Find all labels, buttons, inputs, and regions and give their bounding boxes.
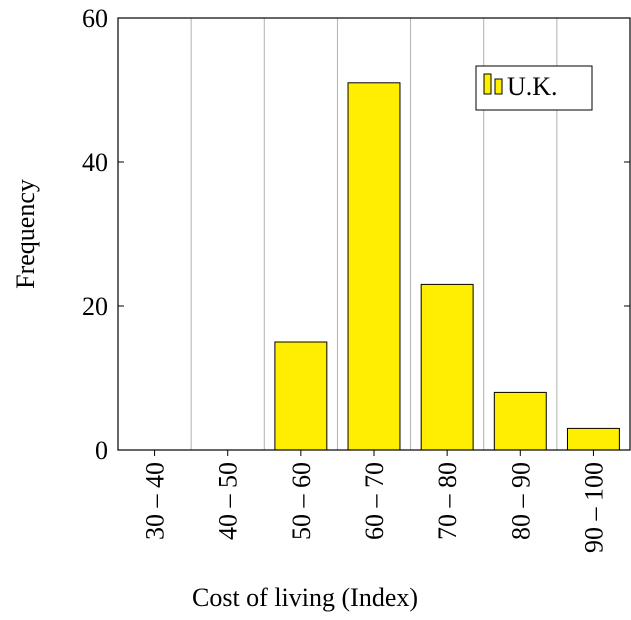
legend-label: U.K. (507, 72, 558, 101)
y-tick-label: 20 (82, 292, 108, 321)
x-tick-label: 80 – 90 (506, 462, 535, 540)
x-tick-label: 90 – 100 (579, 462, 608, 553)
x-tick-label: 30 – 40 (141, 462, 170, 540)
x-tick-label: 40 – 50 (214, 462, 243, 540)
y-tick-label: 60 (82, 4, 108, 33)
bar (274, 341, 328, 451)
x-axis-label: Cost of living (Index) (192, 583, 418, 612)
bar (420, 283, 474, 451)
legend-swatch (483, 73, 492, 95)
x-tick-label: 50 – 60 (287, 462, 316, 540)
bar (493, 391, 547, 451)
plot-frame (117, 17, 631, 451)
x-tick-label: 70 – 80 (433, 462, 462, 540)
legend-swatch (494, 78, 503, 95)
y-tick-label: 0 (95, 436, 108, 465)
bar (566, 427, 620, 451)
x-tick-label: 60 – 70 (360, 462, 389, 540)
y-tick-label: 40 (82, 148, 108, 177)
bar (347, 82, 401, 451)
y-axis-label: Frequency (11, 179, 40, 289)
